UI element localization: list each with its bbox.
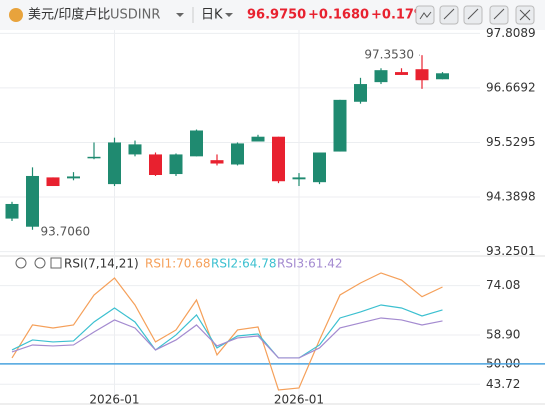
pair-name: 美元/印度卢比 <box>28 7 110 23</box>
y-tick-label: 94.3898 <box>486 190 536 204</box>
candle-body <box>231 143 244 165</box>
flag-icon <box>9 8 23 22</box>
candle-body <box>395 72 408 75</box>
candle-body <box>210 160 224 164</box>
candle-body <box>436 73 449 80</box>
dropdown-icon[interactable] <box>176 13 184 17</box>
tool-button[interactable] <box>463 5 483 25</box>
symbol[interactable]: USDINR <box>110 8 160 23</box>
y-tick-label: 95.5295 <box>486 135 536 149</box>
eye-icon[interactable] <box>15 257 27 269</box>
x-tick-label: 2026-01 <box>274 393 324 407</box>
candle-body <box>354 84 367 102</box>
candle-body <box>272 136 285 182</box>
y-tick-label: 43.72 <box>486 377 520 391</box>
tool-button[interactable] <box>489 5 509 25</box>
x-tick-label: 2026-01 <box>89 393 139 407</box>
y-tick-label: 58.90 <box>486 327 520 341</box>
candle-body <box>374 70 388 83</box>
y-tick-label: 93.2501 <box>486 244 536 258</box>
candle-body <box>169 154 183 175</box>
candle-body <box>128 144 142 155</box>
high-annotation: 97.3530 <box>364 48 414 62</box>
dropdown-icon[interactable] <box>225 13 233 17</box>
checkbox[interactable] <box>50 257 62 269</box>
legend-entry: RSI2:64.78 <box>211 257 277 271</box>
candle-body <box>333 99 347 152</box>
rsi-title: RSI(7,14,21) <box>64 257 139 271</box>
settings-icon[interactable] <box>34 257 46 269</box>
rsi-line <box>11 304 443 359</box>
period[interactable]: 日K <box>201 8 223 23</box>
legend-entry: RSI1:70.68 <box>145 257 211 271</box>
change-pct: +0.17% <box>371 8 427 23</box>
candle-body <box>251 136 265 142</box>
legend-entry: RSI3:61.42 <box>277 257 343 271</box>
y-tick-label: 96.6692 <box>486 80 536 94</box>
candle-body <box>292 177 306 180</box>
tool-button[interactable] <box>439 5 459 25</box>
rsi-line <box>11 317 443 359</box>
candle-body <box>67 176 80 179</box>
tool-icons <box>419 8 531 21</box>
candle-body <box>149 154 162 176</box>
candle-body <box>46 177 60 187</box>
y-tick-label: 74.08 <box>486 278 520 292</box>
candle-body <box>190 130 203 157</box>
rsi-line <box>11 272 443 391</box>
candle-body <box>313 152 326 183</box>
candle-body <box>5 203 19 219</box>
candle-body <box>87 156 101 159</box>
y-tick-label: 97.8089 <box>486 26 536 40</box>
candle-body <box>26 175 39 227</box>
toolbar <box>415 5 535 25</box>
low-annotation: 93.7060 <box>41 224 91 238</box>
change: +0.1680 <box>308 8 369 23</box>
candle-body <box>415 69 429 81</box>
candle-body <box>108 142 121 185</box>
price: 96.9750 <box>247 8 306 23</box>
